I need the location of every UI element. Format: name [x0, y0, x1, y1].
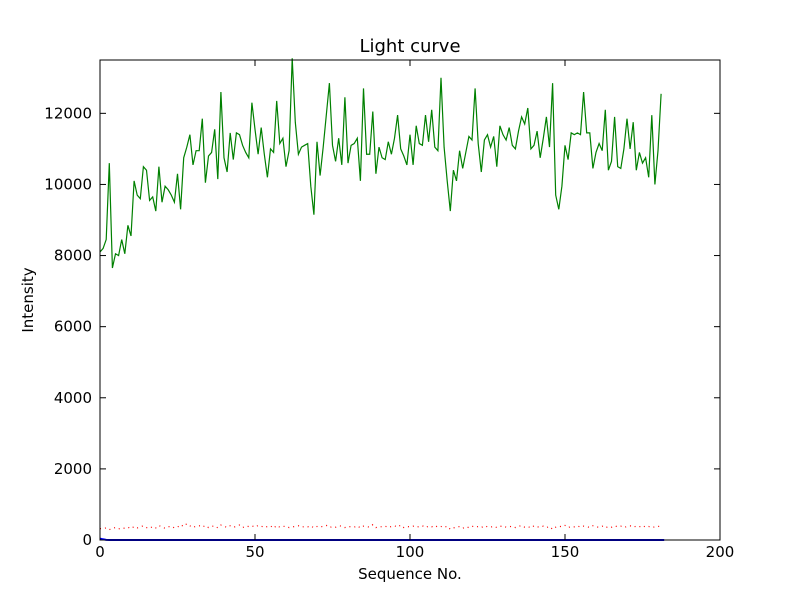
- x-tick-label: 100: [396, 543, 425, 561]
- chart-title: Light curve: [359, 36, 460, 57]
- y-axis-label: Intensity: [19, 267, 37, 332]
- series-line-2: [100, 522, 662, 531]
- x-tick-label: 200: [706, 543, 735, 561]
- y-tick-label: 0: [82, 531, 92, 549]
- x-tick-label: 150: [551, 543, 580, 561]
- y-tick-label: 4000: [54, 389, 92, 407]
- plot-area-frame: [99, 59, 721, 541]
- y-tick-label: 10000: [44, 175, 92, 193]
- y-tick-label: 6000: [54, 318, 92, 336]
- x-tick-label: 0: [95, 543, 105, 561]
- y-tick-label: 2000: [54, 460, 92, 478]
- series-line-1: [99, 58, 662, 269]
- y-tick-label: 8000: [54, 247, 92, 265]
- y-tick-label: 12000: [44, 104, 92, 122]
- x-axis-label: Sequence No.: [358, 565, 462, 583]
- series-layer: [99, 58, 665, 541]
- x-tick-label: 50: [245, 543, 264, 561]
